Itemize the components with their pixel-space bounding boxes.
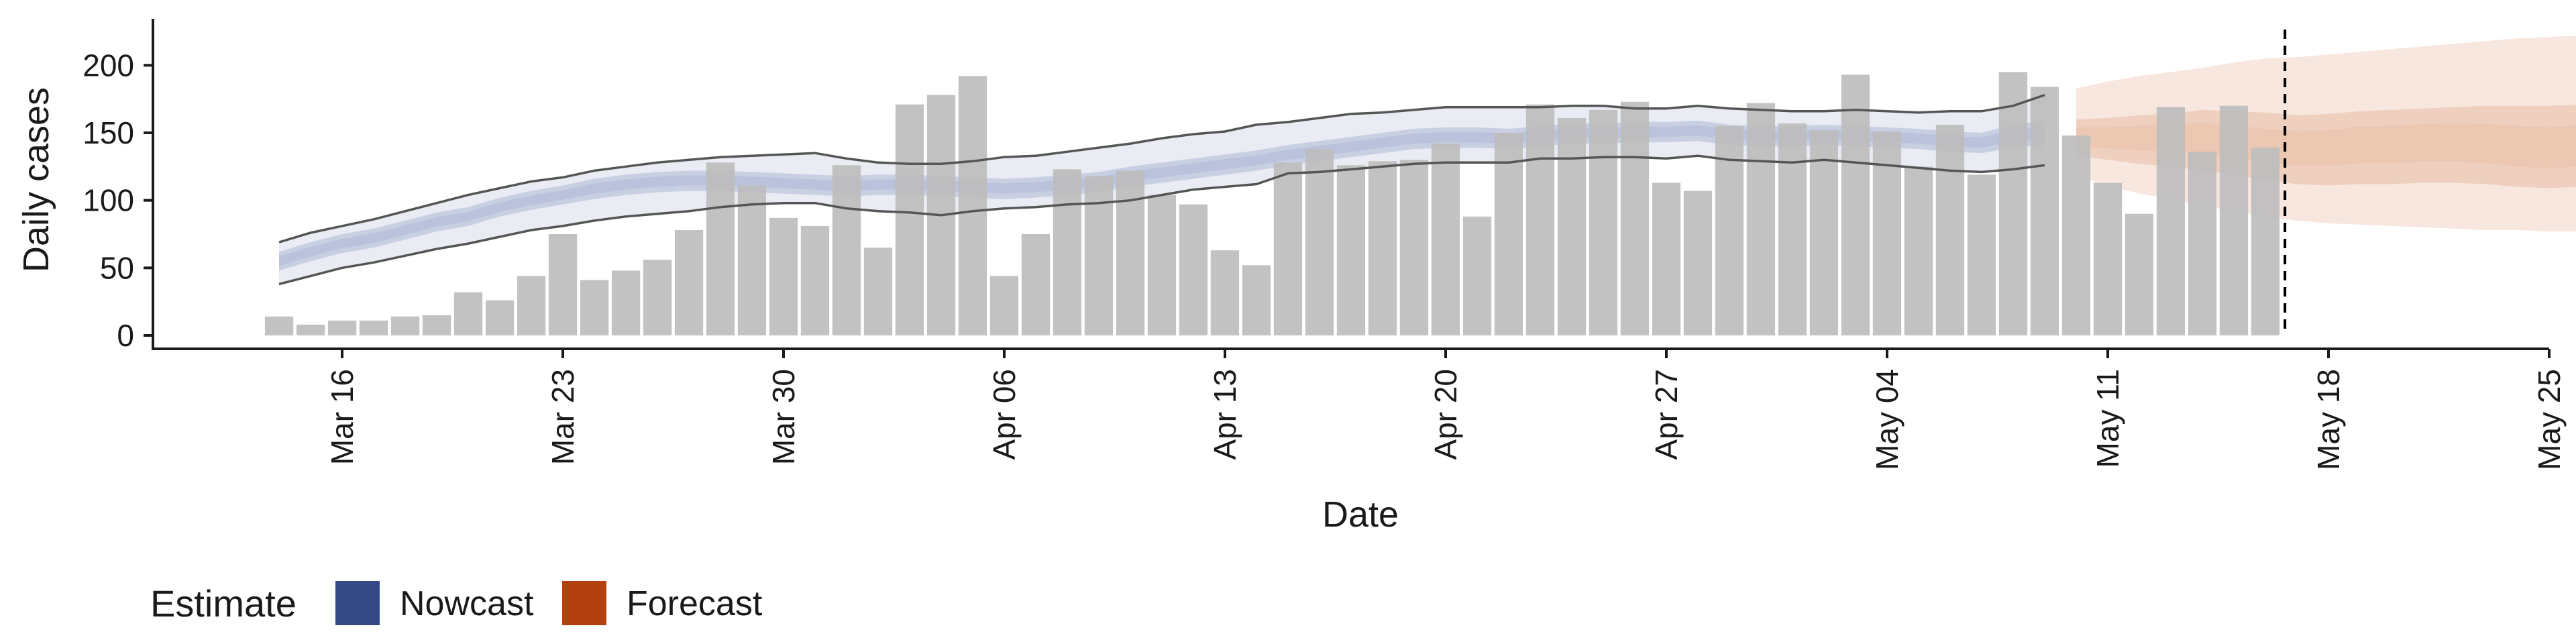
reported-cases-bars — [264, 72, 2280, 336]
bar-day-10 — [548, 234, 578, 335]
bar-day-55 — [1967, 174, 1996, 335]
nowcast-ci90-lines — [278, 93, 2045, 286]
bar-day-43 — [1589, 109, 1618, 336]
legend: Estimate Nowcast Forecast — [150, 581, 763, 625]
y-tick-label: 200 — [83, 48, 134, 83]
x-tick-label: May 18 — [2311, 369, 2346, 470]
bar-day-2 — [296, 324, 325, 335]
bar-day-30 — [1179, 204, 1208, 335]
legend-swatch-nowcast — [335, 581, 380, 625]
axes — [152, 19, 2549, 350]
bar-day-9 — [517, 276, 546, 335]
bar-day-21 — [895, 104, 924, 335]
bar-day-53 — [1904, 166, 1933, 335]
bar-day-6 — [422, 315, 451, 335]
y-axis-title: Daily cases — [16, 87, 56, 272]
bar-day-4 — [359, 320, 388, 335]
x-tick-label: Apr 13 — [1208, 369, 1242, 460]
bar-day-56 — [1998, 72, 2028, 336]
bar-day-50 — [1809, 130, 1839, 335]
bar-day-54 — [1935, 124, 1965, 335]
x-tick-label: Apr 27 — [1649, 369, 1684, 460]
bar-day-5 — [390, 316, 420, 335]
bar-day-27 — [1084, 176, 1114, 335]
bar-day-23 — [958, 76, 987, 336]
forecast-median-band — [2076, 122, 2576, 169]
x-tick-label: Mar 23 — [545, 369, 580, 465]
bar-day-64 — [2251, 148, 2280, 335]
x-tick-label: Mar 16 — [325, 369, 360, 465]
x-axis-title: Date — [1322, 494, 1399, 535]
bar-day-49 — [1778, 123, 1807, 335]
bar-day-24 — [989, 276, 1019, 335]
x-tick-label: Mar 30 — [766, 369, 801, 465]
bar-day-13 — [643, 260, 672, 335]
bar-day-26 — [1053, 169, 1082, 335]
bar-day-61 — [2156, 107, 2186, 335]
bar-day-34 — [1305, 149, 1334, 335]
nowcast-ci90-lower-line — [278, 154, 2045, 286]
bar-day-41 — [1525, 104, 1555, 335]
bar-day-17 — [769, 217, 798, 335]
bar-day-15 — [706, 162, 735, 336]
bar-day-8 — [485, 300, 515, 335]
bar-day-19 — [832, 165, 861, 335]
bar-day-46 — [1683, 191, 1713, 335]
x-tick-label: May 11 — [2090, 369, 2125, 468]
legend-label-nowcast: Nowcast — [400, 584, 534, 623]
bar-day-32 — [1242, 265, 1271, 335]
x-tick-label: May 04 — [1870, 369, 1904, 470]
bar-day-60 — [2125, 213, 2154, 335]
x-axis-ticks: Mar 16 Mar 23 Mar 30 Apr 06 Apr 13 Apr 20 Apr … — [325, 349, 2567, 470]
y-tick-label: 0 — [117, 318, 134, 353]
y-tick-label: 100 — [83, 183, 134, 218]
bar-day-48 — [1746, 103, 1776, 335]
bar-day-57 — [2030, 87, 2059, 335]
bar-day-18 — [800, 225, 830, 335]
bar-day-25 — [1021, 234, 1051, 335]
bar-day-7 — [453, 292, 483, 335]
y-tick-label: 150 — [83, 115, 134, 150]
bar-day-45 — [1652, 182, 1681, 335]
bar-day-1 — [264, 316, 294, 335]
x-tick-label: May 25 — [2532, 369, 2567, 470]
bar-day-16 — [737, 185, 767, 335]
bar-day-31 — [1210, 250, 1240, 335]
forecast-bands — [2076, 36, 2576, 231]
bar-day-20 — [863, 248, 893, 335]
bar-day-35 — [1336, 165, 1366, 335]
bar-day-29 — [1147, 195, 1177, 335]
bar-day-40 — [1494, 133, 1523, 335]
bar-day-59 — [2093, 182, 2123, 335]
bar-day-33 — [1273, 162, 1303, 336]
legend-label-forecast: Forecast — [627, 584, 763, 623]
bar-day-12 — [611, 270, 641, 335]
y-tick-label: 50 — [100, 250, 134, 285]
bar-day-62 — [2188, 152, 2217, 335]
bar-day-42 — [1557, 117, 1587, 335]
bar-day-63 — [2219, 105, 2249, 335]
bar-day-58 — [2061, 136, 2091, 335]
bar-day-39 — [1462, 216, 1492, 335]
nowcast-ci90-upper-line — [278, 93, 2045, 244]
y-axis-ticks: 0 50 100 150 200 — [83, 48, 153, 353]
legend-title: Estimate — [150, 582, 297, 625]
x-tick-label: Apr 20 — [1428, 369, 1463, 460]
bar-day-14 — [674, 230, 704, 335]
bar-day-28 — [1116, 170, 1145, 335]
bar-day-38 — [1431, 144, 1460, 335]
bar-day-37 — [1399, 160, 1429, 336]
bar-day-44 — [1620, 101, 1650, 335]
bar-day-36 — [1368, 161, 1397, 336]
bar-day-52 — [1872, 131, 1902, 335]
bar-day-3 — [327, 320, 357, 335]
bar-day-51 — [1841, 74, 1870, 336]
x-tick-label: Apr 06 — [987, 369, 1022, 460]
legend-swatch-forecast — [562, 581, 606, 625]
bar-day-11 — [580, 280, 609, 335]
